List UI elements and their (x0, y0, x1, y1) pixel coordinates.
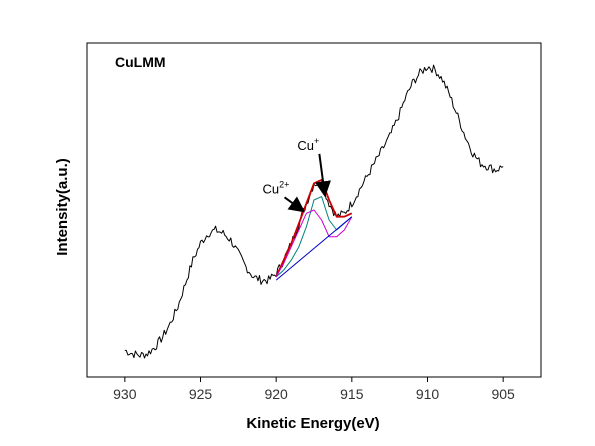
x-axis-title: Kinetic Energy(eV) (246, 415, 379, 432)
annotation-label-1: Cu2+ (263, 179, 290, 196)
series-layer (124, 64, 504, 359)
x-tick-label: 925 (189, 386, 213, 402)
series-line-1 (275, 178, 353, 278)
series-line-2 (275, 196, 353, 278)
panel-label: CuLMM (115, 54, 166, 70)
y-axis-title: Intensity(a.u.) (54, 158, 71, 256)
x-tick-label: 915 (340, 386, 364, 402)
x-tick-label: 930 (113, 386, 137, 402)
x-axis-ticks: 930 925 920 915 910 905 (113, 377, 515, 402)
x-tick-label: 910 (416, 386, 440, 402)
x-tick-label: 905 (491, 386, 515, 402)
series-line-3 (275, 209, 353, 278)
annotation-layer: Cu+ Cu2+ (263, 136, 331, 213)
plot-frame (86, 42, 542, 378)
x-tick-label: 920 (264, 386, 288, 402)
annotation-arrow-1 (283, 196, 306, 213)
series-line-0 (124, 64, 504, 359)
series-line-4 (275, 216, 353, 281)
annotation-label-0: Cu+ (297, 136, 319, 153)
annotation-arrow-0 (315, 153, 331, 198)
